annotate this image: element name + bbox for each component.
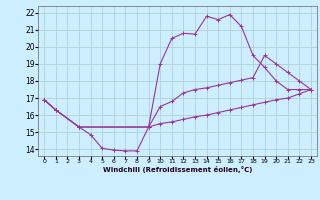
X-axis label: Windchill (Refroidissement éolien,°C): Windchill (Refroidissement éolien,°C) [103,166,252,173]
